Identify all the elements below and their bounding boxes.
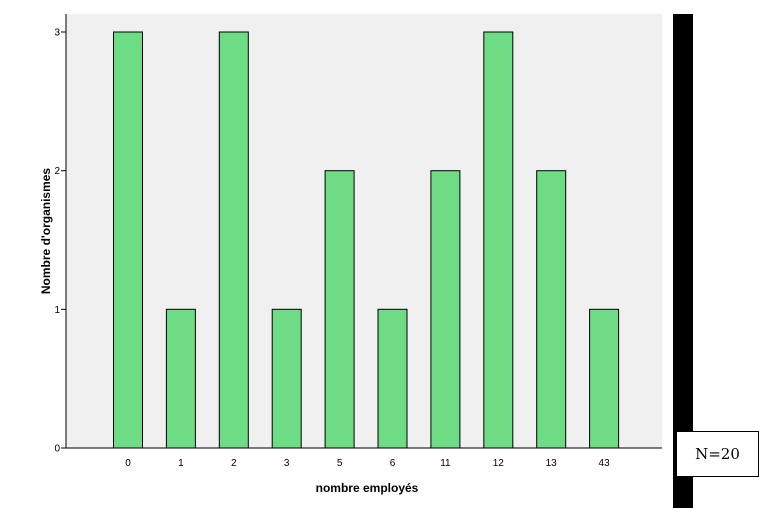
bar-1 xyxy=(165,308,196,449)
x-tick-label: 5 xyxy=(337,458,343,469)
x-ticks-group: 0 1 2 3 5 6 11 12 13 43 xyxy=(125,458,610,469)
y-tick-label: 2 xyxy=(54,166,60,177)
x-tick-label: 13 xyxy=(546,458,558,469)
bar-2 xyxy=(218,31,249,449)
x-tick-label: 3 xyxy=(284,458,290,469)
bar-3 xyxy=(271,308,302,449)
bar-5 xyxy=(324,170,355,449)
bar-12 xyxy=(483,31,514,449)
sample-size-box: N=20 xyxy=(676,431,759,477)
bar-6 xyxy=(377,308,408,449)
y-axis-title: Nombre d'organismes xyxy=(39,168,53,295)
bar-0 xyxy=(113,31,143,449)
y-tick-label: 0 xyxy=(54,444,60,455)
bars-group xyxy=(113,31,620,449)
sidebar-black-bar xyxy=(673,14,693,508)
plot-area xyxy=(66,14,662,448)
x-tick-label: 12 xyxy=(493,458,505,469)
x-tick-label: 6 xyxy=(390,458,396,469)
x-tick-label: 0 xyxy=(125,458,131,469)
x-tick-label: 43 xyxy=(599,458,611,469)
bar-43 xyxy=(589,308,620,449)
bar-11 xyxy=(430,170,461,449)
x-axis-title: nombre employés xyxy=(316,481,419,495)
y-tick-label: 3 xyxy=(54,28,60,39)
y-tick-label: 1 xyxy=(54,305,60,316)
bar-13 xyxy=(536,170,567,449)
x-tick-label: 1 xyxy=(178,458,184,469)
x-tick-label: 11 xyxy=(440,458,451,469)
y-ticks-group: 0 1 2 3 xyxy=(54,28,66,455)
sample-size-label: N=20 xyxy=(695,445,740,463)
x-tick-label: 2 xyxy=(231,458,237,469)
